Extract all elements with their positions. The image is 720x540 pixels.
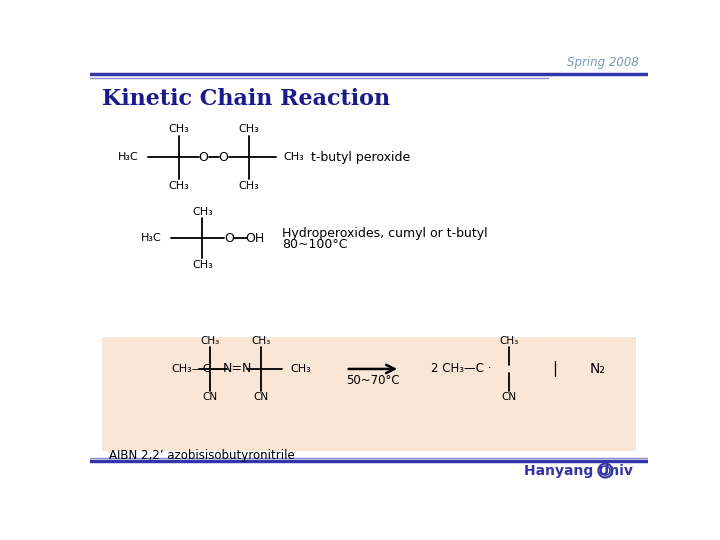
Text: CH₃: CH₃ [251,336,270,346]
Bar [102,338,636,451]
Text: CH₃: CH₃ [200,336,220,346]
Text: Spring 2008: Spring 2008 [567,56,639,70]
Text: AIBN 2,2’ azobisisobutyronitrile: AIBN 2,2’ azobisisobutyronitrile [109,449,295,462]
Text: 80~100°C: 80~100°C [282,238,348,251]
Text: CH₃: CH₃ [192,260,212,270]
Text: O: O [198,151,208,164]
Text: H₃C: H₃C [141,233,162,243]
Text: CH₃: CH₃ [284,152,305,162]
Text: CN: CN [202,392,217,402]
Text: CH₃: CH₃ [168,125,189,134]
Text: CN: CN [253,392,268,402]
Text: 50~70°C: 50~70°C [346,374,400,387]
Text: O: O [218,151,228,164]
Text: N₂: N₂ [590,362,606,376]
Text: Hydroperoxides, cumyl or t-butyl: Hydroperoxides, cumyl or t-butyl [282,227,488,240]
Text: OH: OH [246,232,265,245]
Text: O: O [224,232,234,245]
Text: CH₃: CH₃ [499,336,518,346]
Text: Kinetic Chain Reaction: Kinetic Chain Reaction [102,88,390,110]
Text: CH₃—C—: CH₃—C— [171,364,222,374]
Text: CH₃: CH₃ [238,181,259,191]
Text: CH₃: CH₃ [192,207,212,217]
Text: CH₃: CH₃ [290,364,311,374]
Text: CH₃: CH₃ [238,125,259,134]
Text: H₃C: H₃C [118,152,139,162]
Text: CH₃: CH₃ [168,181,189,191]
Text: t-butyl peroxide: t-butyl peroxide [311,151,410,164]
Text: 2 CH₃—C ·: 2 CH₃—C · [431,362,492,375]
Text: CN: CN [501,393,516,402]
Text: N=N: N=N [222,362,252,375]
Text: |: | [552,361,557,377]
Text: Hanyang Univ: Hanyang Univ [523,463,632,477]
